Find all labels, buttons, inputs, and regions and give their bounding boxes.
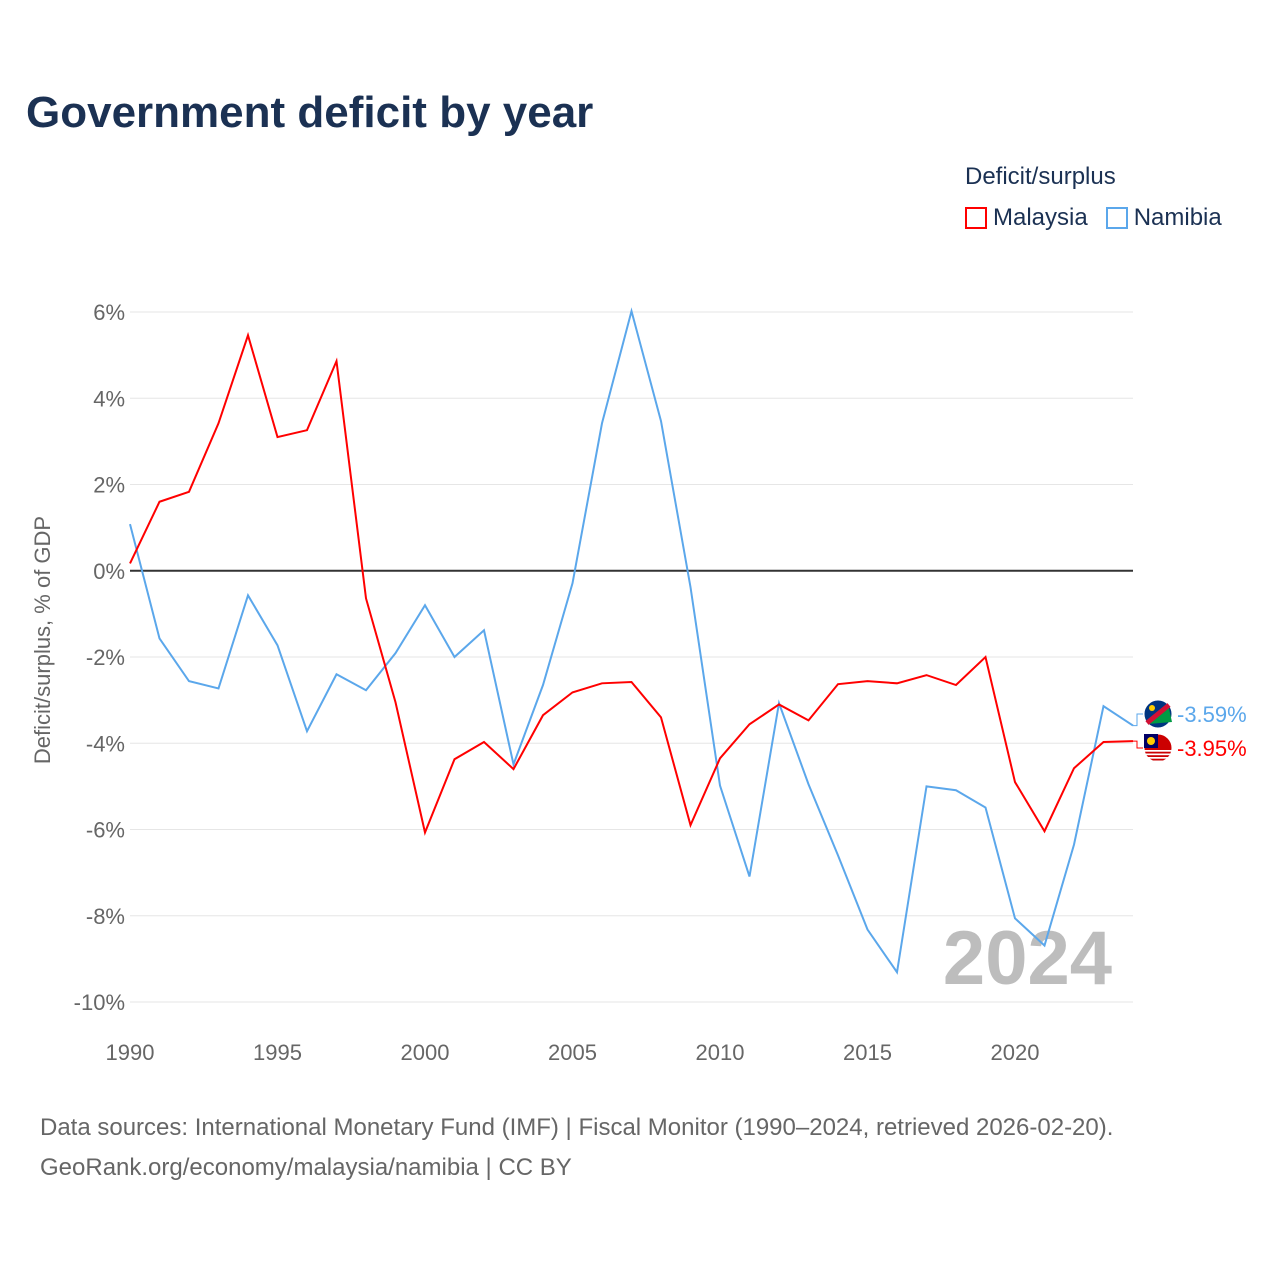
series-line-namibia (129, 307, 1134, 975)
flag-stripe (1144, 750, 1172, 752)
legend-item-namibia[interactable]: Namibia (1105, 204, 1222, 232)
flag-sun (1149, 705, 1155, 711)
flag-stripe (1144, 757, 1172, 759)
x-tick-label: 2000 (401, 1040, 450, 1065)
y-axis-label: Deficit/surplus, % of GDP (30, 516, 55, 764)
chart-title: Government deficit by year (26, 88, 594, 137)
legend-label: Namibia (1133, 204, 1222, 231)
flag-band (1145, 703, 1171, 725)
flag-crescent (1147, 737, 1155, 745)
y-tick-label: 0% (93, 559, 125, 584)
flag-stripe (1144, 760, 1172, 763)
y-tick-label: 2% (93, 473, 125, 498)
x-tick-label: 2010 (696, 1040, 745, 1065)
y-tick-label: -10% (74, 990, 125, 1015)
x-tick-label: 2005 (548, 1040, 597, 1065)
legend-item-malaysia[interactable]: Malaysia (965, 204, 1088, 232)
legend: Malaysia Namibia (965, 204, 1222, 232)
legend-swatch (1105, 207, 1128, 229)
legend-title: Deficit/surplus (965, 163, 1116, 190)
y-tick-label: -6% (86, 818, 125, 843)
legend-label: Malaysia (993, 204, 1088, 231)
y-tick-label: -8% (86, 904, 125, 929)
series-line-malaysia (129, 331, 1134, 836)
x-tick-label: 2020 (991, 1040, 1040, 1065)
label-connector (1133, 740, 1143, 749)
end-value-label: -3.59% (1177, 702, 1247, 727)
source-line-1: Data sources: International Monetary Fun… (40, 1114, 1114, 1141)
label-connector (1133, 713, 1143, 727)
y-tick-label: -4% (86, 731, 125, 756)
x-tick-label: 1990 (106, 1040, 155, 1065)
y-tick-label: 6% (93, 300, 125, 325)
legend-swatch (965, 207, 987, 229)
end-value-label: -3.95% (1177, 736, 1247, 761)
y-tick-label: -2% (86, 645, 125, 670)
source-line-2[interactable]: GeoRank.org/economy/malaysia/namibia | C… (40, 1154, 572, 1181)
y-tick-label: 4% (93, 386, 125, 411)
source-note: Data sources: International Monetary Fun… (40, 1108, 1113, 1188)
x-tick-label: 1995 (253, 1040, 302, 1065)
x-tick-label: 2015 (843, 1040, 892, 1065)
flag-stripe (1144, 753, 1172, 756)
